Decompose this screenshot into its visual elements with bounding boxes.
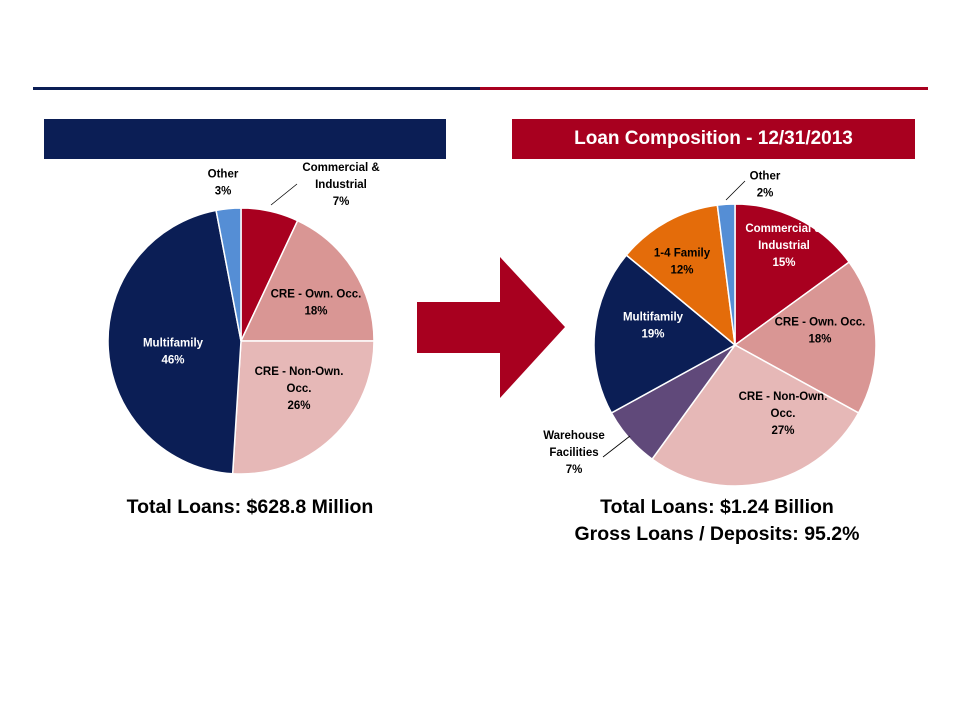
slice-label-line: 3% <box>215 186 232 198</box>
slice-label-commercial-industrial: Commercial & Industrial 15% <box>745 223 822 269</box>
slice-label-cre-own-occ: CRE - Own. Occ. 18% <box>775 317 866 346</box>
right-total-loans: Total Loans: $1.24 Billion <box>600 496 834 518</box>
slice-label-cre-own-occ: CRE - Own. Occ. 18% <box>271 289 362 318</box>
pie-slices <box>107 207 375 475</box>
slice-label-commercial-industrial: Commercial & Industrial 7% <box>302 162 379 208</box>
slice-label-other: Other 2% <box>750 171 781 200</box>
pie-slice-multifamily <box>593 254 737 414</box>
right-gross-loans-deposits: Gross Loans / Deposits: 95.2% <box>574 523 860 545</box>
right-pie-chart: Commercial & Industrial 15% CRE - Own. Occ.… <box>543 171 877 487</box>
pie-slice-commercial-industrial <box>734 203 851 347</box>
slice-label-line: Multifamily <box>623 312 684 324</box>
leader-line-warehouse-facilities <box>602 435 631 458</box>
slice-label-line: CRE - Own. Occ. <box>775 317 866 329</box>
slice-label-line: Industrial <box>758 240 810 252</box>
slice-label-line: 18% <box>304 306 327 318</box>
header-rule-right <box>480 87 928 90</box>
slice-label-line: 27% <box>771 425 794 437</box>
slice-label-line: Multifamily <box>143 338 204 350</box>
slice-label-line: 2% <box>757 188 774 200</box>
slice-label-line: 26% <box>287 400 310 412</box>
slice-label-multifamily: Multifamily 19% <box>623 312 684 341</box>
slice-label-line: 7% <box>566 464 583 476</box>
slice-label-line: CRE - Non-Own. <box>255 366 344 378</box>
slice-label-line: 7% <box>333 196 350 208</box>
slice-label-line: Warehouse <box>543 430 605 442</box>
slice-label-other: Other 3% <box>208 169 239 198</box>
pie-slices <box>593 203 877 487</box>
slice-label-cre-non-own-occ: CRE - Non-Own. Occ. 26% <box>255 366 344 412</box>
slice-label-line: 12% <box>670 265 693 277</box>
pie-slice-cre-non-own-occ <box>651 344 860 487</box>
arrow-shape <box>417 257 565 398</box>
leader-line-other <box>725 180 746 201</box>
slice-label-line: 1-4 Family <box>654 248 711 260</box>
slice-label-cre-non-own-occ: CRE - Non-Own. Occ. 27% <box>739 391 828 437</box>
right-totals: Total Loans: $1.24 Billion Gross Loans /… <box>537 494 897 548</box>
pie-slice-cre-own-occ <box>239 219 375 342</box>
left-totals: Total Loans: $628.8 Million <box>80 494 420 521</box>
left-pie-chart: Commercial & Industrial 7% CRE - Own. Occ. 1… <box>107 162 380 475</box>
slice-label-line: 15% <box>772 257 795 269</box>
slice-label-line: Occ. <box>287 383 312 395</box>
pie-slice-cre-non-own-occ <box>231 340 375 475</box>
left-total-loans: Total Loans: $628.8 Million <box>126 496 374 518</box>
slice-label-line: Other <box>208 169 239 181</box>
pie-slice-cre-own-occ <box>733 261 877 414</box>
right-chart-header: Loan Composition - 12/31/2013 <box>512 119 915 159</box>
pie-slice-1-4-family <box>625 204 736 347</box>
pie-slice-multifamily <box>107 209 242 475</box>
slice-label-line: Commercial & <box>302 162 379 174</box>
slice-label-line: Other <box>750 171 781 183</box>
left-chart-header <box>44 119 446 159</box>
transition-arrow-icon <box>417 257 565 398</box>
slice-label-line: Facilities <box>549 447 598 459</box>
slice-label-line: 18% <box>808 334 831 346</box>
slice-label-line: Occ. <box>771 408 796 420</box>
pie-labels: Commercial & Industrial 15% CRE - Own. Occ.… <box>543 171 865 477</box>
leader-line-commercial-industrial <box>270 183 298 206</box>
slice-label-warehouse-facilities: Warehouse Facilities 7% <box>543 430 605 476</box>
slice-label-line: Commercial & <box>745 223 822 235</box>
right-chart-title: Loan Composition - 12/31/2013 <box>574 128 853 149</box>
slice-label-line: 19% <box>641 329 664 341</box>
pie-slice-other <box>215 207 242 342</box>
slice-label-line: CRE - Non-Own. <box>739 391 828 403</box>
pie-labels: Commercial & Industrial 7% CRE - Own. Occ. 1… <box>143 162 380 412</box>
slice-label-line: 46% <box>161 355 184 367</box>
slice-label-multifamily: Multifamily 46% <box>143 338 204 367</box>
slice-label-line: Industrial <box>315 179 367 191</box>
slice-label-line: CRE - Own. Occ. <box>271 289 362 301</box>
pie-slice-other <box>716 203 736 346</box>
header-rule-left <box>33 87 480 90</box>
slice-label-1-4-family: 1-4 Family 12% <box>654 248 711 277</box>
